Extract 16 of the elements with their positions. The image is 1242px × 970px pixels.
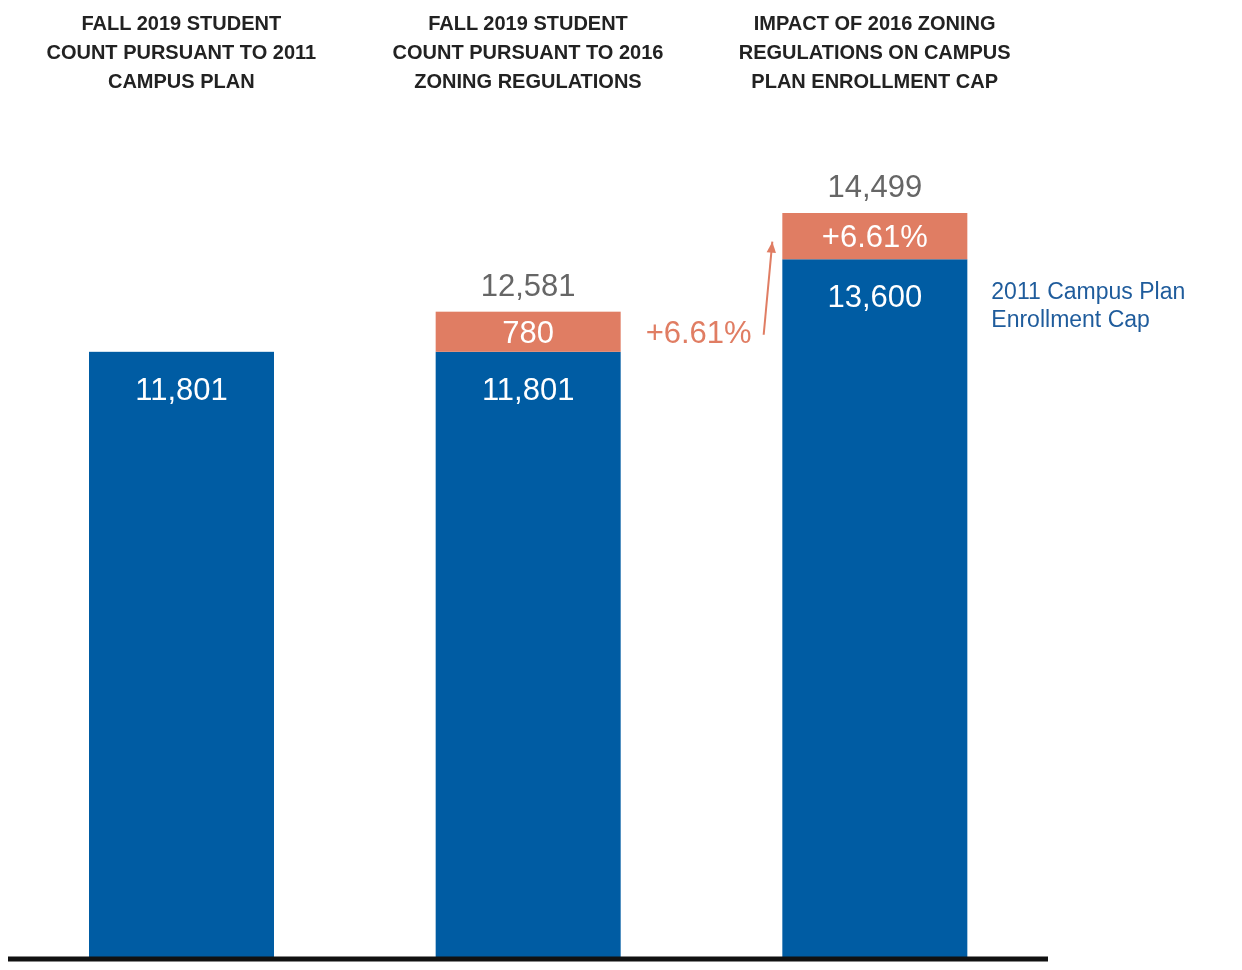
bar	[782, 259, 968, 959]
x-tick-label: FALL 2019 STUDENT COUNT PURSUANT TO 2011 CAMPUS PLAN	[46, 12, 317, 92]
bar	[435, 311, 621, 352]
data-label: 11,801	[481, 371, 575, 407]
total-label: 12,581	[480, 267, 576, 303]
data-label: 11,801	[135, 371, 228, 407]
annotation: +6.61%	[645, 314, 752, 350]
total-label: 14,499	[827, 169, 923, 204]
data-label: 780	[502, 314, 555, 350]
x-tick-label: FALL 2019 STUDENT COUNT PURSUANT TO 2016 ZONING REGULATIONS	[392, 12, 664, 92]
annotation: 2011 Campus Plan Enrollment Cap	[991, 278, 1186, 333]
data-label: 13,600	[827, 279, 923, 315]
annotation: +6.61%	[821, 219, 928, 255]
bar	[435, 351, 621, 959]
bar	[89, 351, 274, 959]
x-tick-label: IMPACT OF 2016 ZONING REGULATIONS ON CAMPUS PLAN ENROLLMENT CAP	[738, 12, 1011, 92]
